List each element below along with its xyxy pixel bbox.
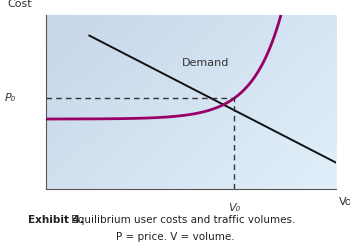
Text: Equilibrium user costs and traffic volumes.: Equilibrium user costs and traffic volum… [68, 215, 296, 225]
Text: Demand: Demand [182, 58, 229, 68]
Text: V₀: V₀ [228, 203, 240, 213]
Text: P₀: P₀ [5, 93, 16, 103]
Text: Exhibit 4.: Exhibit 4. [28, 215, 84, 225]
Text: P = price. V = volume.: P = price. V = volume. [116, 232, 234, 242]
Text: Cost: Cost [8, 0, 32, 9]
Text: Volume: Volume [339, 197, 350, 207]
